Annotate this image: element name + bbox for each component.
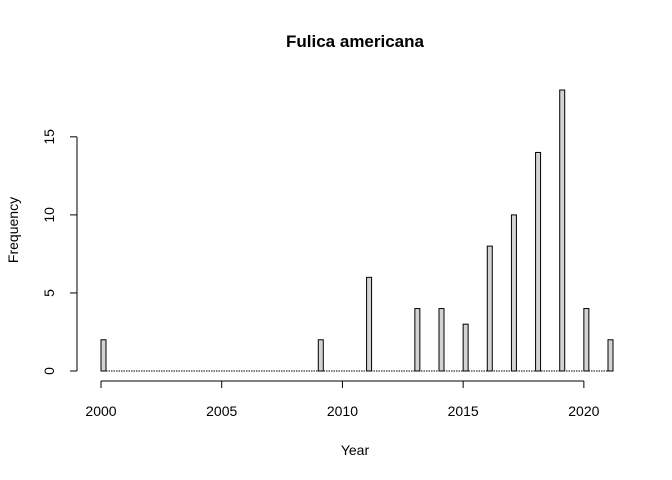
bar [510, 214, 517, 372]
chart-title: Fulica americana [286, 32, 425, 51]
x-tick-label: 2020 [568, 403, 599, 419]
x-axis-label: Year [341, 442, 370, 458]
bar [438, 308, 445, 372]
bar [535, 151, 542, 372]
y-axis: 0 5 10 15 [41, 129, 78, 375]
x-tick-label: 2000 [85, 403, 116, 419]
bar [414, 308, 421, 372]
bar [559, 89, 566, 372]
x-tick-label: 2010 [327, 403, 358, 419]
bar [462, 323, 469, 372]
y-tick-label: 0 [41, 367, 57, 375]
y-tick-label: 10 [41, 207, 57, 223]
x-axis: 2000 2005 2010 2015 2020 [85, 380, 600, 419]
bar [100, 339, 107, 372]
bar [583, 308, 590, 372]
y-tick-label: 15 [41, 129, 57, 145]
bar [317, 339, 324, 372]
x-tick-label: 2005 [206, 403, 237, 419]
x-tick-label: 2015 [448, 403, 479, 419]
bar [366, 276, 373, 372]
y-tick-label: 5 [41, 289, 57, 297]
y-axis-label: Frequency [5, 197, 21, 263]
bar [607, 339, 614, 372]
bar [486, 245, 493, 372]
bars-group [100, 89, 614, 372]
